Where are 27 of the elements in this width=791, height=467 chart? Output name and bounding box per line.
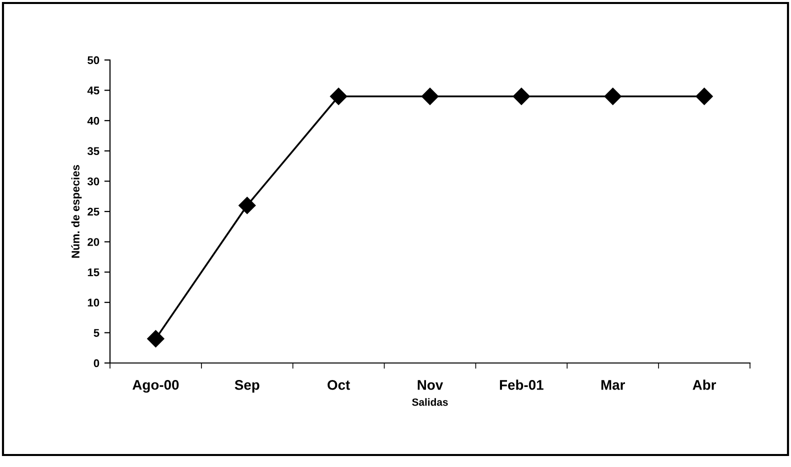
x-tick-label: Nov bbox=[418, 380, 444, 390]
y-tick-label: 10 bbox=[88, 298, 100, 307]
x-tick-label: Ago-00 bbox=[132, 380, 179, 393]
y-tick-label: 40 bbox=[87, 116, 100, 125]
y-tick-label: 30 bbox=[87, 177, 100, 186]
point bbox=[330, 88, 348, 105]
point bbox=[147, 330, 164, 348]
point bbox=[421, 88, 439, 105]
y-tick-label: 15 bbox=[88, 268, 100, 276]
y-axis-title: Núm. de especies bbox=[71, 165, 82, 258]
point bbox=[604, 88, 622, 105]
point bbox=[238, 196, 256, 214]
y-tick-label: 50 bbox=[88, 56, 100, 64]
y-tick-label: 45 bbox=[87, 86, 100, 94]
point bbox=[696, 88, 713, 105]
x-tick-label: Mar bbox=[601, 380, 625, 390]
x-tick-label: Sep bbox=[234, 380, 260, 393]
x-tick-label: Feb-01 bbox=[500, 380, 544, 390]
y-tick-label: 5 bbox=[94, 329, 100, 337]
x-tick-label: Oct bbox=[328, 380, 350, 390]
y-tick-label: 20 bbox=[88, 238, 100, 246]
y-tick-label: 35 bbox=[87, 147, 100, 156]
x-tick-label: Abr bbox=[692, 380, 716, 390]
y-tick-label: 25 bbox=[88, 208, 100, 216]
point bbox=[512, 88, 530, 105]
y-tick-label: 0 bbox=[94, 359, 100, 368]
x-axis-title: Salidas bbox=[412, 398, 448, 406]
